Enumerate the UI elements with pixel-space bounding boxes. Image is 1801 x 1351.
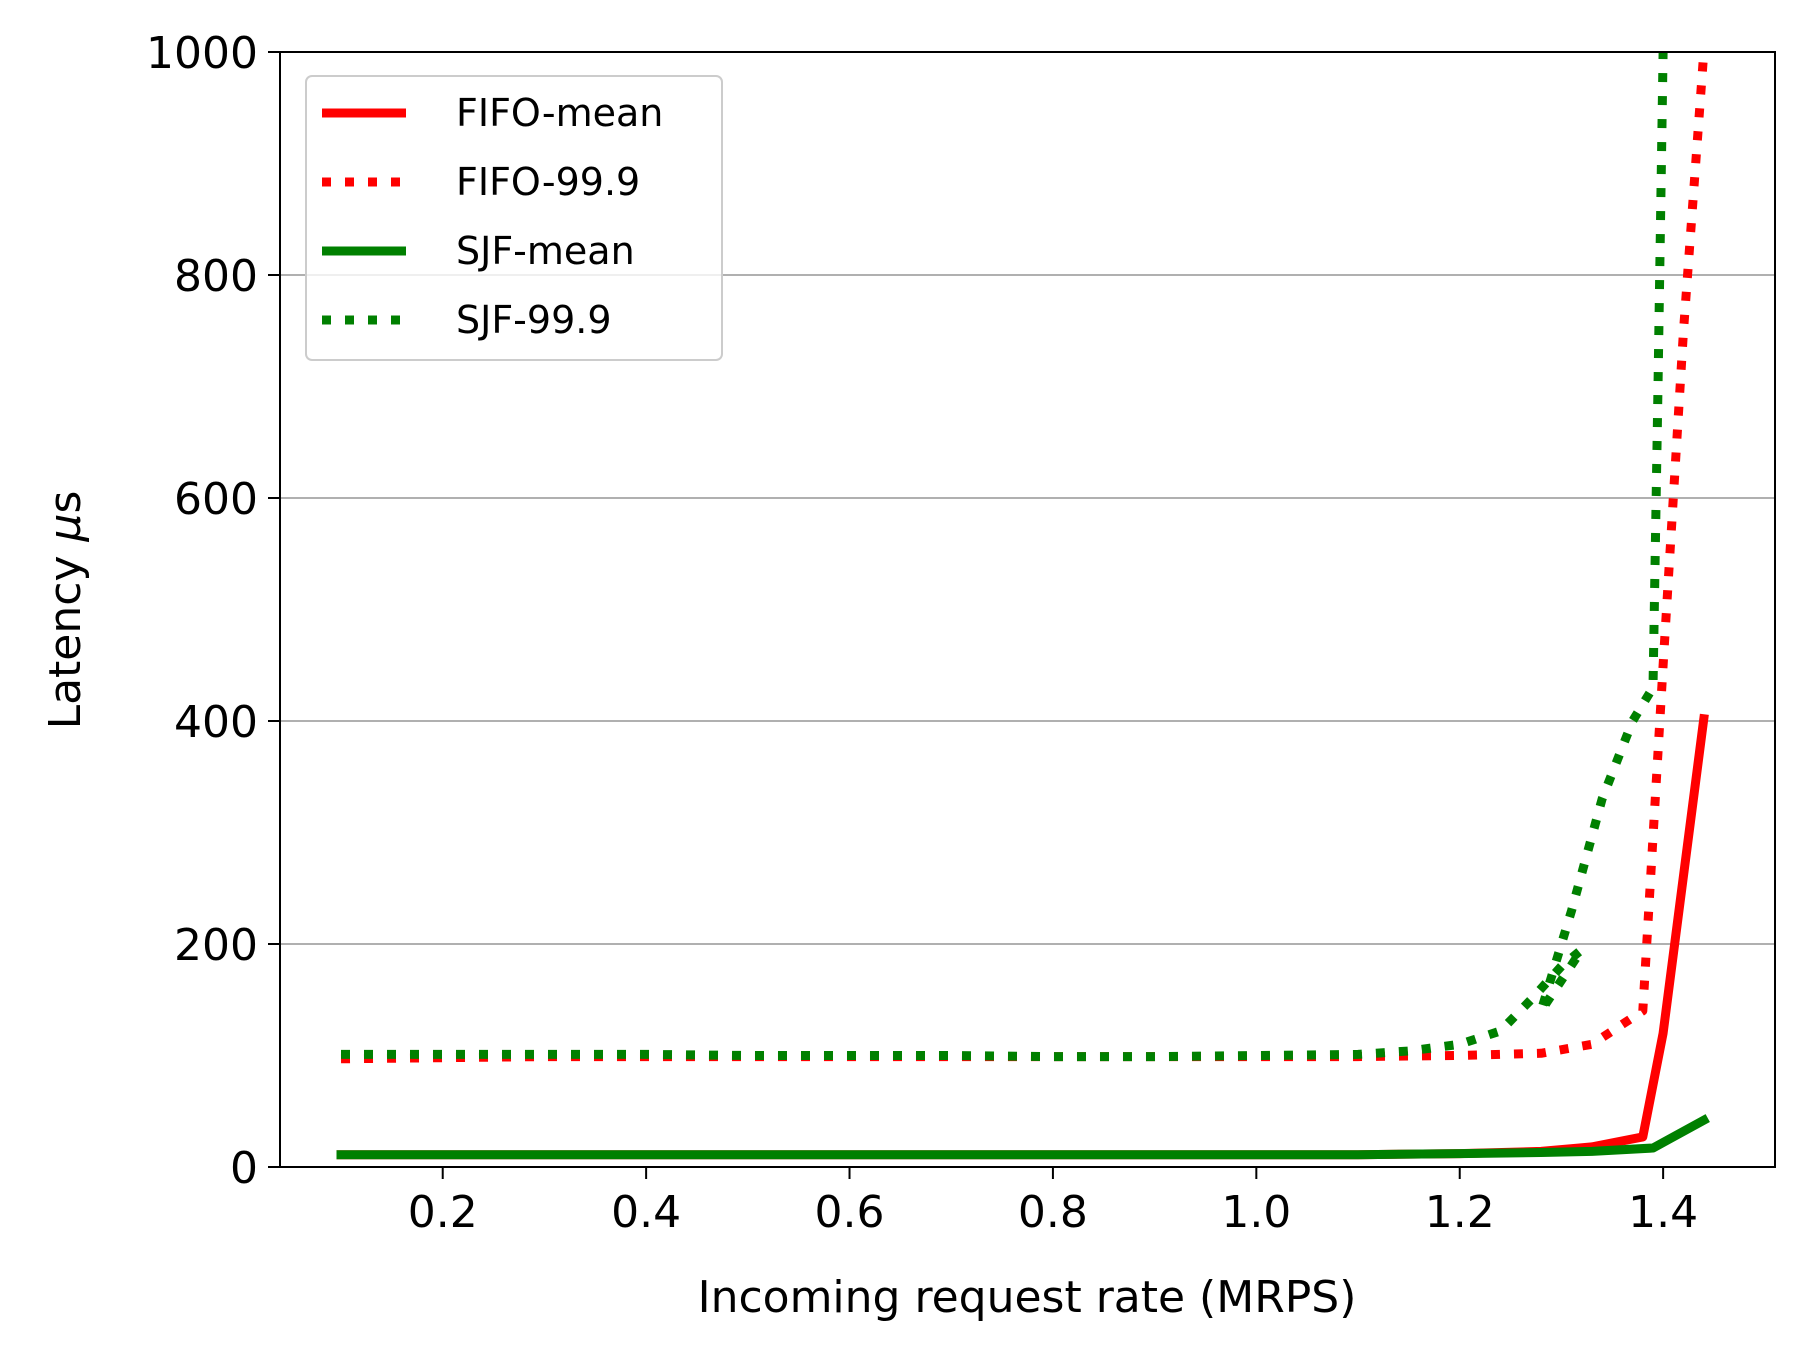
legend-label: SJF-99.9 xyxy=(456,298,612,342)
x-tick-label: 0.4 xyxy=(611,1187,681,1238)
legend-label: FIFO-99.9 xyxy=(456,160,640,204)
series-lines xyxy=(336,51,1710,1160)
y-tick-label: 800 xyxy=(174,251,258,302)
legend-label: SJF-mean xyxy=(456,229,635,273)
y-axis: 0 200 400 600 800 1000 xyxy=(146,28,280,1194)
y-tick-label: 600 xyxy=(174,474,258,525)
y-tick-label: 200 xyxy=(174,920,258,971)
x-tick-label: 1.4 xyxy=(1628,1187,1698,1238)
y-tick-label: 0 xyxy=(230,1143,258,1194)
x-axis: 0.2 0.4 0.6 0.8 1.0 1.2 1.4 xyxy=(408,1167,1698,1238)
legend: FIFO-mean FIFO-99.9 SJF-mean SJF-99.9 xyxy=(305,75,723,361)
plot-frame xyxy=(279,51,1776,1168)
x-tick-label: 0.6 xyxy=(815,1187,885,1238)
x-tick-label: 1.2 xyxy=(1425,1187,1495,1238)
legend-label: FIFO-mean xyxy=(456,91,663,135)
y-tick-label: 400 xyxy=(174,697,258,748)
legend-box xyxy=(305,75,723,361)
series-line-sjf-mean xyxy=(336,1114,1710,1160)
y-axis-title: Latency μs xyxy=(40,491,91,730)
x-tick-label: 0.2 xyxy=(408,1187,478,1238)
x-tick-label: 1.0 xyxy=(1221,1187,1291,1238)
y-tick-label: 1000 xyxy=(146,28,258,79)
x-axis-title: Incoming request rate (MRPS) xyxy=(698,1272,1357,1323)
x-tick-label: 0.8 xyxy=(1018,1187,1088,1238)
